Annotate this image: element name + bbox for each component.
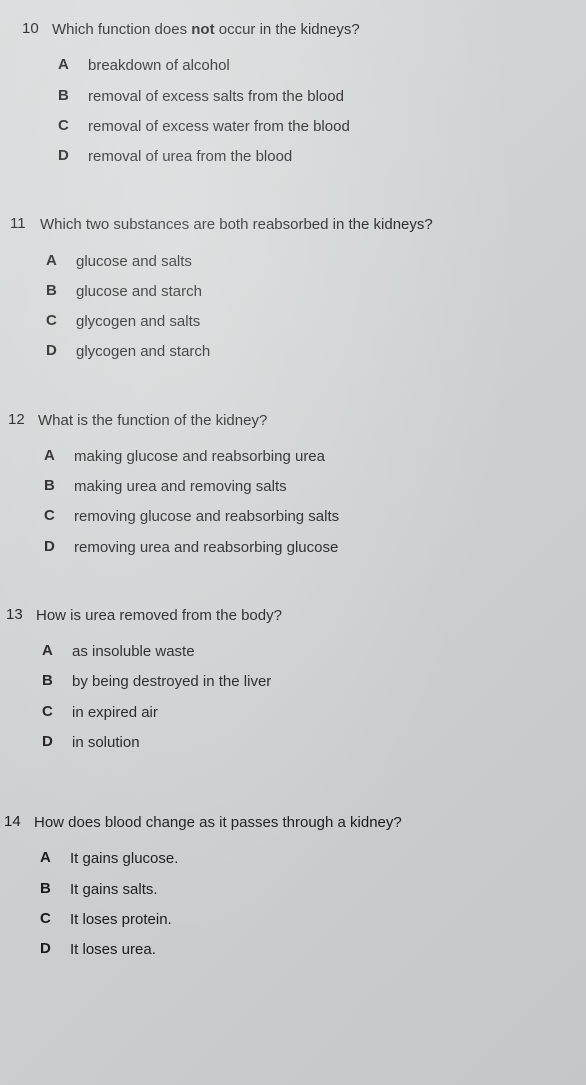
option-row: C in expired air	[42, 703, 568, 723]
option-row: A It gains glucose.	[40, 849, 568, 869]
option-row: C removal of excess water from the blood	[58, 117, 568, 137]
option-letter: C	[42, 703, 72, 720]
option-text: removal of urea from the blood	[88, 147, 292, 167]
option-row: D removing urea and reabsorbing glucose	[44, 538, 568, 558]
option-text: in expired air	[72, 703, 158, 723]
option-letter: A	[46, 252, 76, 269]
option-row: D removal of urea from the blood	[58, 147, 568, 167]
option-text: making glucose and reabsorbing urea	[74, 447, 325, 467]
option-text: It gains glucose.	[70, 849, 178, 869]
question-row: 11 Which two substances are both reabsor…	[6, 215, 568, 235]
option-text: removing glucose and reabsorbing salts	[74, 507, 339, 527]
option-text: making urea and removing salts	[74, 477, 287, 497]
option-text: It loses protein.	[70, 910, 172, 930]
option-letter: B	[46, 282, 76, 299]
option-letter: B	[58, 87, 88, 104]
options-list: A It gains glucose. B It gains salts. C …	[0, 849, 568, 960]
option-row: D glycogen and starch	[46, 342, 568, 362]
option-text: It loses urea.	[70, 940, 156, 960]
question-text: How does blood change as it passes throu…	[34, 813, 402, 833]
question-row: 12 What is the function of the kidney?	[4, 411, 568, 431]
option-text: removal of excess salts from the blood	[88, 87, 344, 107]
option-row: A glucose and salts	[46, 252, 568, 272]
question-block: 12 What is the function of the kidney? A…	[4, 411, 568, 558]
option-row: B making urea and removing salts	[44, 477, 568, 497]
options-list: A making glucose and reabsorbing urea B …	[4, 447, 568, 558]
question-row: 14 How does blood change as it passes th…	[0, 813, 568, 833]
question-text-pre: Which function does	[52, 21, 191, 38]
option-row: B glucose and starch	[46, 282, 568, 302]
question-row: 13 How is urea removed from the body?	[2, 606, 568, 626]
option-row: A making glucose and reabsorbing urea	[44, 447, 568, 467]
question-block: 14 How does blood change as it passes th…	[0, 813, 568, 960]
option-letter: D	[44, 538, 74, 555]
question-number: 13	[2, 606, 36, 623]
option-letter: A	[58, 56, 88, 73]
option-row: C glycogen and salts	[46, 312, 568, 332]
question-text-bold: not	[191, 21, 214, 38]
question-number: 12	[4, 411, 38, 428]
option-letter: A	[42, 642, 72, 659]
option-text: glucose and starch	[76, 282, 202, 302]
option-text: It gains salts.	[70, 880, 158, 900]
option-text: breakdown of alcohol	[88, 56, 230, 76]
question-text-post: occur in the kidneys?	[215, 21, 360, 38]
option-letter: C	[44, 507, 74, 524]
options-list: A glucose and salts B glucose and starch…	[6, 252, 568, 363]
question-text: Which function does not occur in the kid…	[52, 20, 360, 40]
option-letter: C	[40, 910, 70, 927]
question-number: 10	[18, 20, 52, 37]
question-number: 11	[6, 215, 40, 232]
question-block: 11 Which two substances are both reabsor…	[6, 215, 568, 362]
option-text: glycogen and starch	[76, 342, 210, 362]
question-block: 13 How is urea removed from the body? A …	[2, 606, 568, 753]
question-block: 10 Which function does not occur in the …	[18, 20, 568, 167]
option-row: C It loses protein.	[40, 910, 568, 930]
option-row: C removing glucose and reabsorbing salts	[44, 507, 568, 527]
option-text: as insoluble waste	[72, 642, 195, 662]
option-row: A as insoluble waste	[42, 642, 568, 662]
option-row: D It loses urea.	[40, 940, 568, 960]
question-text: How is urea removed from the body?	[36, 606, 282, 626]
option-letter: B	[44, 477, 74, 494]
option-letter: A	[44, 447, 74, 464]
option-letter: B	[42, 672, 72, 689]
question-text: What is the function of the kidney?	[38, 411, 267, 431]
options-list: A breakdown of alcohol B removal of exce…	[18, 56, 568, 167]
option-letter: C	[58, 117, 88, 134]
question-number: 14	[0, 813, 34, 830]
option-text: glycogen and salts	[76, 312, 200, 332]
option-letter: D	[46, 342, 76, 359]
option-text: glucose and salts	[76, 252, 192, 272]
option-letter: A	[40, 849, 70, 866]
option-text: in solution	[72, 733, 140, 753]
option-letter: B	[40, 880, 70, 897]
option-row: D in solution	[42, 733, 568, 753]
question-text: Which two substances are both reabsorbed…	[40, 215, 433, 235]
option-letter: D	[58, 147, 88, 164]
option-text: removal of excess water from the blood	[88, 117, 350, 137]
option-row: B removal of excess salts from the blood	[58, 87, 568, 107]
option-row: A breakdown of alcohol	[58, 56, 568, 76]
option-row: B by being destroyed in the liver	[42, 672, 568, 692]
option-row: B It gains salts.	[40, 880, 568, 900]
question-row: 10 Which function does not occur in the …	[18, 20, 568, 40]
option-text: by being destroyed in the liver	[72, 672, 271, 692]
option-letter: D	[42, 733, 72, 750]
option-letter: C	[46, 312, 76, 329]
options-list: A as insoluble waste B by being destroye…	[2, 642, 568, 753]
option-text: removing urea and reabsorbing glucose	[74, 538, 338, 558]
option-letter: D	[40, 940, 70, 957]
